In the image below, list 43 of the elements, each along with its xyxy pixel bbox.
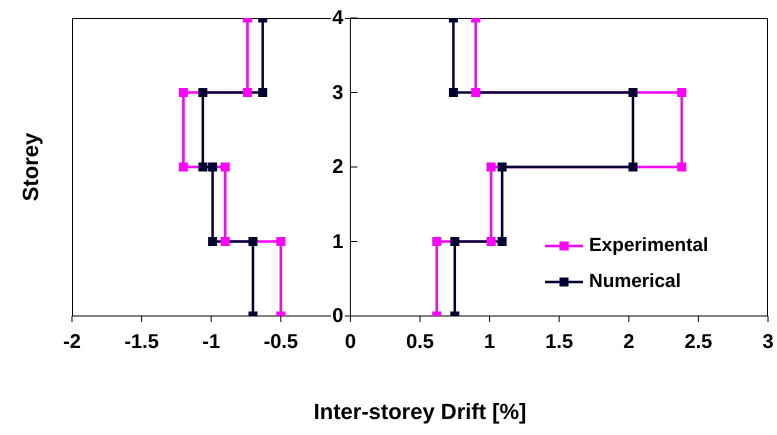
legend-label: Numerical (589, 271, 681, 293)
point (178, 88, 188, 97)
point (450, 237, 460, 246)
point (198, 162, 208, 172)
point (486, 237, 496, 246)
point (628, 162, 638, 172)
x-tick-label: -1.5 (124, 331, 159, 354)
x-tick-label: -2 (63, 331, 81, 354)
y-tick-label: 1 (331, 230, 344, 252)
point (248, 237, 258, 246)
point (220, 162, 230, 172)
x-tick-label: 2 (623, 331, 634, 354)
x-axis-title: Inter-storey Drift [%] (314, 399, 526, 424)
point (498, 237, 507, 246)
x-tick-label: 1 (484, 331, 496, 354)
x-tick-label: -0.5 (264, 331, 298, 354)
point (498, 162, 507, 172)
point (258, 88, 268, 97)
legend-label: Experimental (589, 235, 708, 257)
y-tick-label: 4 (331, 7, 344, 29)
x-tick-label: 1.5 (545, 331, 574, 354)
x-tick-label: 2.5 (684, 331, 712, 354)
point (471, 88, 480, 97)
x-tick-label: -1 (202, 331, 220, 354)
y-axis-title: Storey (18, 132, 44, 202)
point (208, 237, 218, 246)
point (486, 162, 496, 172)
point (677, 88, 686, 97)
y-tick-label: 0 (331, 305, 344, 327)
point (242, 88, 252, 97)
point (220, 237, 230, 246)
point (677, 162, 686, 172)
x-tick-label: 0.5 (406, 331, 434, 354)
y-tick-label: 2 (331, 156, 344, 178)
point (276, 237, 286, 246)
x-tick-label: 3 (762, 331, 774, 354)
y-tick-label: 3 (331, 82, 344, 104)
point (448, 88, 458, 97)
point (178, 162, 188, 172)
point (198, 88, 208, 97)
point (208, 162, 218, 172)
point (432, 237, 442, 246)
point (628, 88, 638, 97)
